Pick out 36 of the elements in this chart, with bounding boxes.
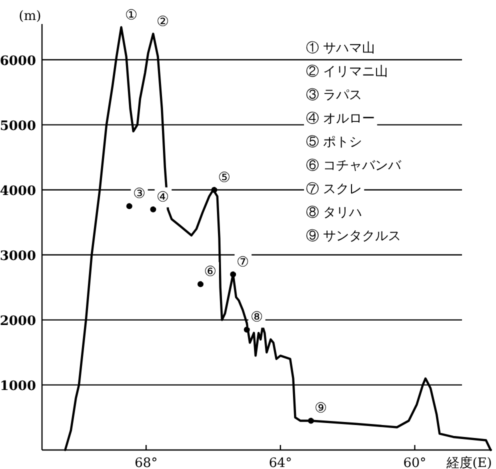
point — [308, 418, 314, 424]
annotation: ④ — [156, 189, 170, 206]
y-tick-label: 6000 — [0, 54, 36, 69]
x-tick-label: 60° — [403, 456, 426, 469]
annotation: ⑥ コチャバンバ — [306, 158, 402, 174]
annotation: ④ オルロー — [306, 112, 376, 126]
point — [244, 326, 250, 333]
annotation: ② イリマニ山 — [306, 64, 388, 80]
point — [198, 281, 204, 288]
annotation: ① サハマ山 — [306, 41, 376, 56]
y-tick-label: 1000 — [0, 378, 36, 394]
point — [126, 203, 132, 210]
annotation: ② — [156, 14, 170, 30]
y-tick-label: 5000 — [0, 118, 36, 134]
annotation: ⑥ — [204, 264, 218, 280]
annotation: ① — [124, 7, 138, 24]
x-tick-label: 68° — [134, 456, 158, 469]
annotation: ⑦ — [236, 254, 250, 270]
annotation: ③ — [132, 186, 146, 202]
point — [230, 271, 236, 278]
x-tick-label: 64° — [268, 456, 292, 469]
annotation: ③ ラパス — [306, 88, 362, 103]
annotation: ⑦ スクレ — [306, 182, 362, 197]
annotation: ⑤ ポトシ — [306, 135, 362, 150]
point — [211, 186, 218, 193]
point — [150, 206, 156, 212]
annotation: ⑧ — [250, 310, 264, 326]
annotation: ⑨ — [314, 400, 328, 417]
annotation: ⑤ — [218, 170, 231, 186]
y-axis-title: (m) — [18, 9, 42, 24]
annotation: ⑨ サンタクルス — [306, 229, 402, 244]
y-tick-label: 4000 — [0, 184, 36, 199]
annotation: ⑧ タリハ — [306, 206, 362, 220]
y-tick-label: 3000 — [0, 248, 36, 264]
y-tick-label: 2000 — [0, 314, 36, 329]
x-axis-title: 経度(E) — [445, 455, 492, 469]
